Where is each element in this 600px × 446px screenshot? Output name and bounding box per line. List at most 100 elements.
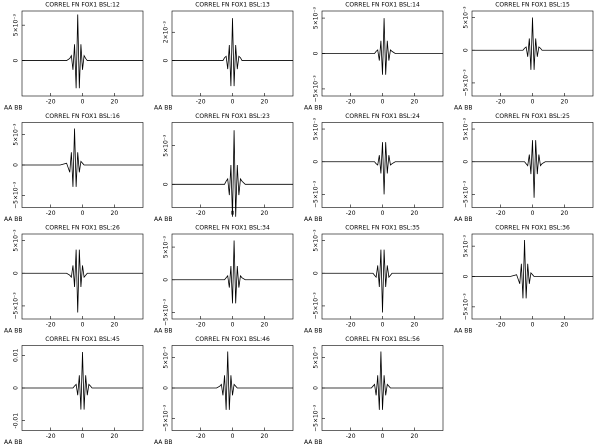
panel: CORREL FN FOX1 BSL:26 -20 0 20 5×10⁻³ 0 −5×10⁻… xyxy=(4,225,144,335)
trace xyxy=(472,240,593,299)
y-tick-label: 0 xyxy=(313,386,320,390)
x-tick-label: 20 xyxy=(561,322,569,329)
x-tick-label: -20 xyxy=(346,210,356,217)
y-tick-label: −5×10⁻³ xyxy=(313,75,320,103)
trace xyxy=(472,140,593,198)
panel-title: CORREL FN FOX1 BSL:36 xyxy=(495,225,570,232)
x-tick-label: -20 xyxy=(196,210,206,217)
trace xyxy=(22,249,143,313)
panel-label: AA BB xyxy=(154,439,173,446)
panel: CORREL FN FOX1 BSL:46 -20 0 20 5×10⁻³ 0 −5×10⁻… xyxy=(154,336,294,446)
panel: CORREL FN FOX1 BSL:25 -20 0 20 5×10⁻³ 0 −5×10⁻… xyxy=(454,113,594,223)
trace xyxy=(172,130,293,217)
panel-title: CORREL FN FOX1 BSL:34 xyxy=(195,225,270,232)
trace xyxy=(172,240,293,304)
panel-label: AA BB xyxy=(154,328,173,335)
x-tick-label: -20 xyxy=(346,322,356,329)
x-tick-label: 20 xyxy=(111,322,119,329)
panel-label: AA BB xyxy=(454,328,473,335)
y-tick-label: 0 xyxy=(163,386,170,390)
x-tick-label: 20 xyxy=(111,433,119,440)
panel-label: AA BB xyxy=(4,105,23,112)
x-tick-label: -20 xyxy=(46,322,56,329)
x-tick-label: 20 xyxy=(261,322,269,329)
x-tick-label: -20 xyxy=(346,99,356,106)
x-tick-label: 0 xyxy=(381,322,385,329)
y-tick-label: −5×10⁻³ xyxy=(163,404,170,432)
y-tick-label: 0.01 xyxy=(13,348,20,362)
y-tick-label: −5×10⁻³ xyxy=(313,180,320,208)
y-tick-label: 5×10⁻³ xyxy=(163,134,170,157)
y-tick-label: 0 xyxy=(163,278,170,282)
plot-frame xyxy=(21,10,144,97)
y-tick-label: 0 xyxy=(313,51,320,55)
trace xyxy=(172,351,293,410)
y-tick-label: -0.01 xyxy=(13,413,20,429)
trace xyxy=(22,352,143,410)
y-tick-label: −5×10⁻³ xyxy=(13,292,20,320)
x-tick-label: 0 xyxy=(81,433,85,440)
plot-frame xyxy=(171,122,294,208)
x-tick-label: 0 xyxy=(231,322,235,329)
panel-label: AA BB xyxy=(154,105,173,112)
panel: CORREL FN FOX1 BSL:16 -20 0 20 5×10⁻³ 0 −5×10⁻… xyxy=(4,113,144,223)
y-tick-label: −5×10⁻³ xyxy=(463,69,470,97)
x-tick-label: 0 xyxy=(531,99,535,106)
panel-title: CORREL FN FOX1 BSL:46 xyxy=(195,336,270,343)
x-tick-label: 20 xyxy=(561,210,569,217)
trace xyxy=(322,249,443,313)
y-tick-label: 0 xyxy=(13,386,20,390)
y-tick-label: 5×10⁻³ xyxy=(13,14,20,37)
panel-label: AA BB xyxy=(4,328,23,335)
x-tick-label: 20 xyxy=(411,433,419,440)
y-tick-label: 5×10⁻³ xyxy=(163,235,170,258)
x-tick-label: 0 xyxy=(381,99,385,106)
panel-label: AA BB xyxy=(454,105,473,112)
panel-title: CORREL FN FOX1 BSL:14 xyxy=(345,2,420,9)
panel-title: CORREL FN FOX1 BSL:23 xyxy=(195,113,270,120)
y-tick-label: −5×10⁻³ xyxy=(313,292,320,320)
panel-label: AA BB xyxy=(304,328,323,335)
x-tick-label: -20 xyxy=(496,322,506,329)
x-tick-label: 20 xyxy=(111,210,119,217)
y-tick-label: 0 xyxy=(13,271,20,275)
x-tick-label: -20 xyxy=(196,99,206,106)
x-tick-label: 0 xyxy=(81,210,85,217)
x-tick-label: 0 xyxy=(531,210,535,217)
panel: CORREL FN FOX1 BSL:14 -20 0 20 5×10⁻³ 0 −5×10⁻… xyxy=(304,2,444,112)
y-tick-label: −5×10⁻³ xyxy=(163,298,170,326)
plot-frame xyxy=(471,122,594,208)
x-tick-label: -20 xyxy=(496,210,506,217)
y-tick-label: 0 xyxy=(463,48,470,52)
x-tick-label: 0 xyxy=(231,99,235,106)
panel-label: AA BB xyxy=(4,439,23,446)
x-tick-label: -20 xyxy=(346,433,356,440)
panel-title: CORREL FN FOX1 BSL:35 xyxy=(345,225,420,232)
panel-title: CORREL FN FOX1 BSL:15 xyxy=(495,2,570,9)
panel-title: CORREL FN FOX1 BSL:56 xyxy=(345,336,420,343)
x-tick-label: 0 xyxy=(231,433,235,440)
panel: CORREL FN FOX1 BSL:24 -20 0 20 5×10⁻³ 0 −5×10⁻… xyxy=(304,113,444,223)
panel-title: CORREL FN FOX1 BSL:24 xyxy=(345,113,420,120)
panel: CORREL FN FOX1 BSL:35 -20 0 20 5×10⁻³ 0 −5×10⁻… xyxy=(304,225,444,335)
panel-label: AA BB xyxy=(304,105,323,112)
x-tick-label: -20 xyxy=(46,433,56,440)
panel-label: AA BB xyxy=(4,216,23,223)
panel-label: AA BB xyxy=(304,216,323,223)
trace xyxy=(472,17,593,70)
y-tick-label: 5×10⁻³ xyxy=(463,235,470,258)
y-tick-label: 0 xyxy=(163,58,170,62)
y-tick-label: 0 xyxy=(13,163,20,167)
panel-title: CORREL FN FOX1 BSL:26 xyxy=(45,225,120,232)
plot-frame xyxy=(171,233,294,320)
trace xyxy=(322,18,443,75)
x-tick-label: 20 xyxy=(261,210,269,217)
x-tick-label: -20 xyxy=(196,322,206,329)
x-tick-label: -20 xyxy=(496,99,506,106)
x-tick-label: 20 xyxy=(411,322,419,329)
y-tick-label: 0 xyxy=(463,274,470,278)
y-tick-label: 5×10⁻³ xyxy=(313,346,320,369)
trace xyxy=(22,14,143,89)
